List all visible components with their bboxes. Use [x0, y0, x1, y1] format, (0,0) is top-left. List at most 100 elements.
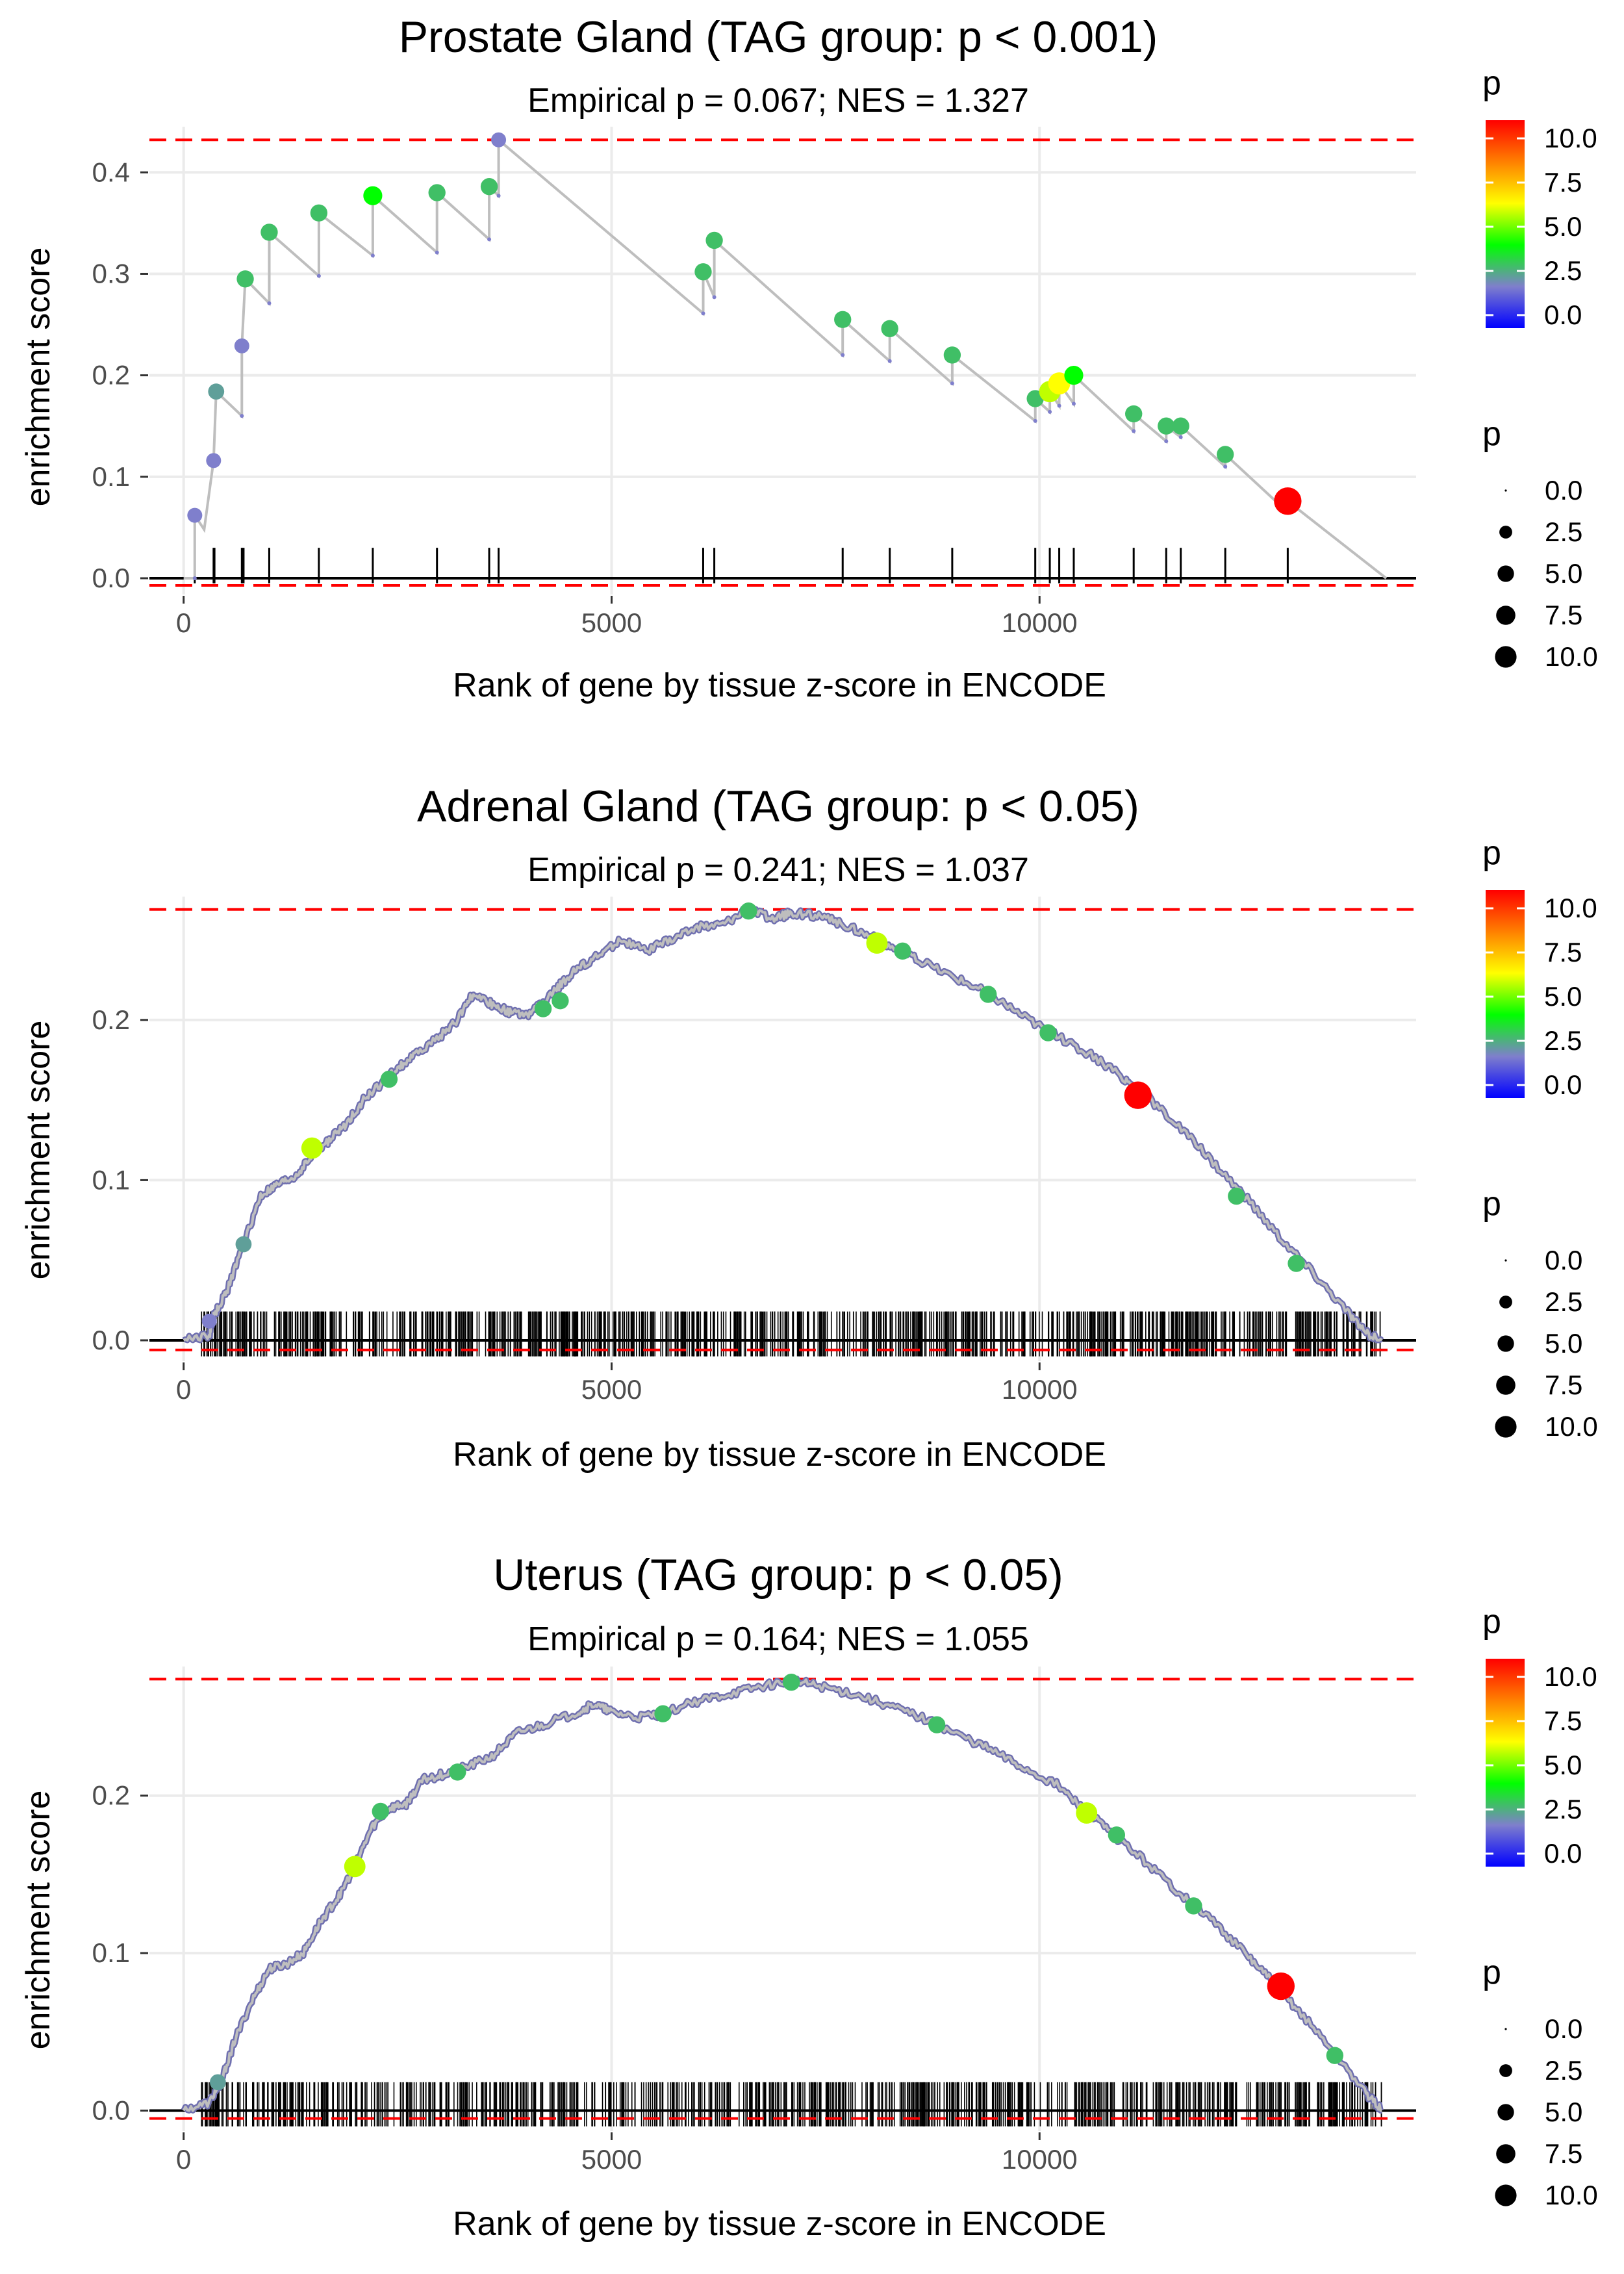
color-bar [1486, 890, 1525, 1098]
panel-2-series [182, 906, 1384, 1344]
color-bar [1486, 1659, 1525, 1867]
panel-2-subtitle: Empirical p = 0.241; NES = 1.037 [527, 851, 1029, 889]
gene-point [654, 1705, 672, 1722]
x-tick-label: 10000 [1002, 1374, 1078, 1405]
minor-point [1033, 418, 1037, 423]
gene-point [1076, 1802, 1098, 1824]
size-legend-label: 0.0 [1545, 2013, 1582, 2044]
minor-point [1057, 403, 1061, 408]
color-legend-label: 7.5 [1544, 937, 1582, 967]
gene-point [201, 1313, 217, 1329]
gene-point [1228, 1187, 1245, 1205]
color-legend-label: 7.5 [1544, 167, 1582, 198]
gene-point [1158, 417, 1175, 435]
panel-1-title: Prostate Gland (TAG group: p < 0.001) [399, 12, 1158, 62]
minor-point [1164, 439, 1169, 444]
panel-prostate: Prostate Gland (TAG group: p < 0.001) Em… [19, 12, 1416, 704]
gene-point [1274, 487, 1302, 515]
gene-point [236, 270, 254, 288]
gene-point [208, 383, 225, 400]
size-legend-dot [1499, 2064, 1512, 2077]
y-tick-label: 0.1 [92, 1937, 130, 1968]
gene-point [1172, 417, 1189, 435]
minor-point [712, 295, 717, 300]
size-legend-dot [1504, 489, 1507, 492]
minor-point [192, 576, 197, 581]
gene-point [480, 177, 498, 196]
minor-point [1048, 409, 1052, 414]
minor-point [841, 353, 845, 357]
size-legend-label: 7.5 [1545, 1370, 1582, 1400]
color-legend-title: p [1482, 834, 1501, 872]
size-legend-dot [1496, 1375, 1516, 1395]
size-legend-dot [1504, 1259, 1507, 1262]
gene-point [928, 1716, 946, 1733]
gene-point [705, 231, 723, 249]
y-tick-label: 0.4 [92, 157, 130, 187]
running-es-outline [181, 1676, 1384, 2114]
gene-point [534, 1000, 552, 1017]
gene-point [187, 507, 203, 523]
color-legend-title: p [1482, 1603, 1501, 1641]
size-legend-label: 7.5 [1545, 600, 1582, 630]
running-es-line [182, 1677, 1382, 2112]
panel-1-grid [149, 127, 1416, 594]
size-legend-label: 5.0 [1545, 2097, 1582, 2127]
size-legend-label: 10.0 [1545, 1411, 1598, 1442]
color-legend-label: 0.0 [1544, 1838, 1582, 1869]
gene-point [1125, 405, 1143, 423]
color-legend-label: 0.0 [1544, 1069, 1582, 1100]
panel-1-subtitle: Empirical p = 0.067; NES = 1.327 [527, 82, 1029, 120]
color-legend-label: 5.0 [1544, 981, 1582, 1012]
gene-point [491, 132, 507, 147]
x-tick-label: 0 [176, 2144, 191, 2175]
running-es-line [183, 907, 1383, 1342]
running-es-line [183, 136, 1388, 580]
size-legend-label: 7.5 [1545, 2138, 1582, 2169]
panel-1-x-axis-label: Rank of gene by tissue z-score in ENCODE [453, 667, 1106, 704]
minor-point [887, 359, 892, 363]
minor-point [1071, 402, 1076, 406]
color-legend-label: 10.0 [1544, 893, 1597, 923]
x-tick-label: 5000 [581, 607, 642, 638]
gene-point [235, 1236, 252, 1253]
gene-point [943, 346, 961, 364]
size-legend-label: 0.0 [1545, 475, 1582, 505]
gene-point [449, 1763, 466, 1781]
panel-3-y-axis-label: enrichment score [19, 1791, 57, 2050]
color-legend-label: 2.5 [1544, 1025, 1582, 1056]
gene-point [363, 186, 383, 205]
panel-3-title: Uterus (TAG group: p < 0.05) [493, 1550, 1063, 1600]
minor-point [435, 250, 439, 255]
x-tick-label: 10000 [1002, 607, 1078, 638]
gene-point [260, 224, 278, 241]
y-tick-label: 0.0 [92, 2095, 130, 2125]
gene-point [834, 311, 852, 328]
gene-point [866, 932, 888, 954]
gene-point [372, 1802, 389, 1820]
panel-3-series [181, 1676, 1384, 2114]
panel-2-x-axis-label: Rank of gene by tissue z-score in ENCODE [453, 1436, 1106, 1474]
y-tick-label: 0.3 [92, 258, 130, 288]
y-tick-label: 0.0 [92, 563, 130, 593]
minor-point [1132, 429, 1136, 433]
panel-2-axes: 0 5000 10000 0.0 0.1 0.2 [92, 1004, 1078, 1405]
gene-point [210, 2074, 226, 2091]
size-legend-dot [1497, 1335, 1514, 1352]
gene-point [740, 902, 757, 920]
gene-point [1288, 1255, 1305, 1272]
y-tick-label: 0.1 [92, 461, 130, 492]
size-legend-title: p [1482, 415, 1501, 453]
minor-point [1223, 465, 1228, 469]
panel-3-points [210, 1674, 1344, 2091]
panel-1-points [187, 132, 1302, 581]
size-legend-label: 2.5 [1545, 2055, 1582, 2086]
size-legend-dot [1499, 526, 1512, 539]
gene-point [782, 1674, 800, 1691]
gene-point [234, 338, 249, 353]
minor-point [487, 237, 492, 242]
size-legend-title: p [1482, 1954, 1501, 1991]
size-legend-dot [1504, 2028, 1507, 2030]
color-legend-label: 7.5 [1544, 1706, 1582, 1736]
